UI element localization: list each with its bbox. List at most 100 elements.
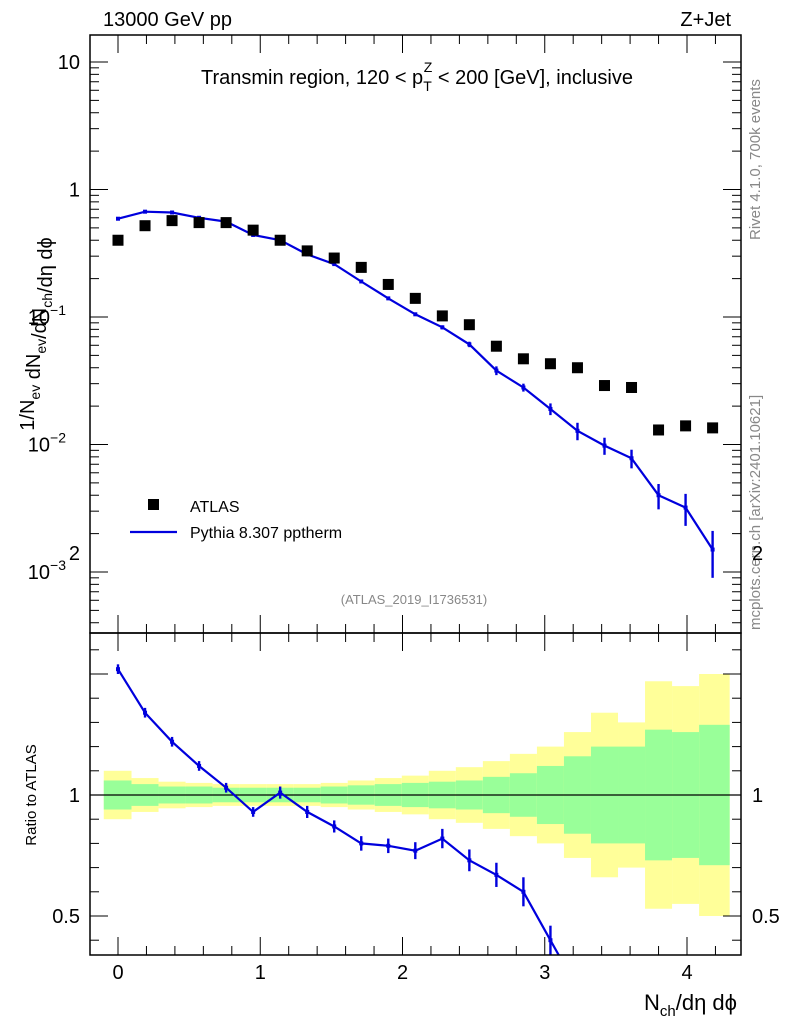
atlas-point [166,215,178,227]
ratio-point [413,848,418,853]
legend-atlas-label: ATLAS [190,499,240,516]
ratio-point [197,763,202,768]
x-tick-label: 4 [681,962,692,984]
ratio-point [575,987,579,991]
legend: ATLAS Pythia 8.307 pptherm [130,499,342,542]
atlas-point [193,217,205,229]
ratio-point [332,824,337,829]
ratio-panel: 0 1 2 3 4 0.5 0.5 1 1 2 2 Ratio to ATLAS Nch/dη dϕ [23,543,780,1020]
main-ylabel: 1/Nev dNev/dNch/dη dϕ [17,237,57,430]
main-ytick-label: 10 [58,52,80,74]
pythia-point [710,547,715,552]
pythia-point [575,428,580,433]
atlas-point [301,245,313,257]
ratio-ytick-label: 2 [69,543,80,565]
pythia-point [467,342,472,347]
atlas-point [220,217,232,229]
ratio-series [116,664,579,991]
ratio-point [116,667,120,672]
pythia-point [629,456,634,461]
pythia-point [440,325,445,330]
x-tick-label: 1 [255,962,266,984]
main-ytick-label: 1 [69,180,80,202]
ratio-point [548,938,553,943]
pythia-point [656,493,661,498]
pythia-point [548,406,553,411]
ratio-ytick-label: 1 [69,785,80,807]
main-frame [89,34,742,634]
mcplots-label: mcplots.cern.ch [arXiv:2401.10621] [747,395,764,630]
x-tick-label: 3 [539,962,550,984]
pythia-point [386,296,391,301]
atlas-point [707,422,719,434]
pythia-point [359,279,364,284]
main-axis-ticks: 10 1 10−1 10−2 10−3 [28,35,741,633]
atlas-point [598,380,610,392]
analysis-label: (ATLAS_2019_I1736531) [341,592,487,607]
atlas-point [517,353,529,365]
main-ytick-label: 10−3 [28,557,66,584]
pythia-point [143,209,148,214]
ratio-point [143,710,148,715]
pythia-point [332,262,337,267]
atlas-point [274,234,286,246]
atlas-point [409,292,421,304]
main-series [112,209,719,578]
x-tick-label: 2 [397,962,408,984]
ratio-point [278,790,283,795]
ratio-clip-group [116,664,579,991]
ratio-point [251,809,256,814]
ratio-point [494,872,499,877]
main-ytick-label: 10−2 [28,430,66,457]
ratio-point [359,841,364,846]
rivet-label: Rivet 4.1.0, 700k events [747,79,764,240]
atlas-point [436,310,448,322]
main-panel: 10 1 10−1 10−2 10−3 Transmin region, 120 < p… [17,34,742,634]
atlas-point [463,319,475,331]
ratio-line [117,668,560,955]
pythia-point [116,216,120,221]
header-process: Z+Jet [680,9,731,31]
pythia-point [170,210,175,215]
ratio-frame [89,632,742,956]
atlas-point [382,278,394,290]
atlas-point [653,424,665,436]
ratio-ytick-label: 0.5 [52,906,80,928]
ratio-point [467,858,472,863]
atlas-point [328,252,340,264]
atlas-point [490,340,502,352]
ratio-ytick-label-right: 2 [752,543,763,565]
x-axis-label: Nch/dη dϕ [644,990,737,1020]
main-title: Transmin region, 120 < pTZ < 200 [GeV], … [201,59,633,94]
pythia-point [494,368,499,373]
pythia-point [602,443,607,448]
ratio-point [521,889,526,894]
atlas-point [247,224,259,236]
atlas-point [139,220,151,232]
pythia-point [521,385,526,390]
legend-atlas-marker [148,499,159,510]
ratio-ylabel: Ratio to ATLAS [23,744,40,845]
atlas-point [571,362,583,374]
ratio-point [224,785,229,790]
atlas-point [544,358,556,370]
pythia-point [683,505,688,510]
header-energy: 13000 GeV pp [103,9,232,31]
atlas-point [355,261,367,273]
ratio-bands [90,674,741,916]
ratio-ytick-label-right: 0.5 [752,906,780,928]
legend-pythia-label: Pythia 8.307 pptherm [190,525,342,542]
ratio-point [305,809,310,814]
atlas-point [680,420,692,432]
ratio-point [440,836,445,841]
main-ytick-label: 10−1 [28,302,66,329]
ratio-point [386,843,391,848]
pythia-point [413,312,418,317]
ratio-ytick-label-right: 1 [752,785,763,807]
atlas-point [112,234,124,246]
x-tick-label: 0 [112,962,123,984]
ratio-axis-ticks: 0 1 2 3 4 0.5 0.5 1 1 2 2 [52,543,780,984]
atlas-point [626,381,638,393]
ratio-point [170,739,175,744]
